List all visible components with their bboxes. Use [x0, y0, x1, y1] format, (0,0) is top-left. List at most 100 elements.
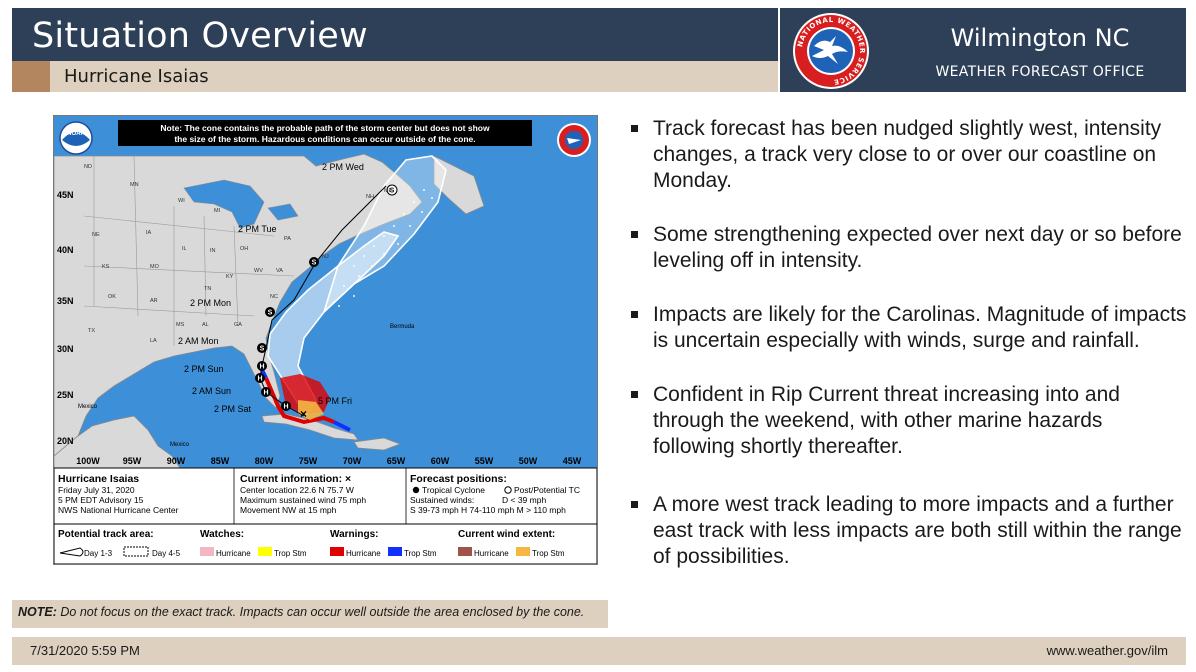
point-letter: H: [257, 376, 262, 383]
state-label: PA: [284, 236, 291, 242]
track-label: 2 AM Sun: [192, 386, 231, 396]
bermuda-label: Bermuda: [390, 324, 415, 330]
noaa-logo-icon: NOAA: [59, 121, 93, 155]
track-label: 2 PM Tue: [238, 224, 277, 234]
info-ptc-legend: Post/Potential TC: [514, 485, 580, 495]
legend-wind-extent: Current wind extent:: [458, 529, 555, 540]
footer-url[interactable]: www.weather.gov/ilm: [1046, 643, 1168, 658]
bullet-text: Confident in Rip Current threat increasi…: [653, 383, 1120, 458]
state-label: WV: [254, 268, 263, 274]
state-label: OH: [240, 246, 248, 252]
map-note-banner: [118, 120, 532, 146]
info-location: Center location 22.6 N 75.7 W: [240, 485, 354, 495]
bullet-square-icon: [631, 501, 638, 508]
state-label: OK: [108, 294, 116, 300]
track-label: 2 PM Mon: [190, 298, 231, 308]
state-label: KY: [226, 274, 234, 280]
state-label: GA: [234, 322, 242, 328]
office-subtitle: WEATHER FORECAST OFFICE: [935, 64, 1145, 80]
forecast-points: H H H H S S S S: [255, 184, 398, 411]
info-d-line: D < 39 mph: [502, 495, 546, 505]
track-label: 5 PM Fri: [318, 396, 352, 406]
noaa-label: NOAA: [67, 131, 85, 137]
nws-logo-icon: NATIONAL WEATHER SERVICE: [793, 13, 869, 89]
track-label: 2 PM Sun: [184, 364, 224, 374]
track-note: NOTE: Do not focus on the exact track. I…: [12, 600, 608, 628]
lon-label: 50W: [519, 456, 538, 466]
info-center: NWS National Hurricane Center: [58, 505, 179, 515]
info-max-wind: Maximum sustained wind 75 mph: [240, 495, 366, 505]
bullet-text: A more west track leading to more impact…: [653, 493, 1182, 568]
note-text: Do not focus on the exact track. Impacts…: [60, 605, 585, 619]
subtitle-accent: [12, 61, 50, 92]
bullet-square-icon: [631, 125, 638, 132]
lat-label: 45N: [57, 190, 74, 200]
mexico-label-south: Mexico: [170, 442, 190, 448]
note-label: NOTE:: [18, 605, 57, 619]
map-note-line2: the size of the storm. Hazardous conditi…: [174, 134, 475, 144]
info-storm-name: Hurricane Isaias: [58, 473, 139, 485]
legend-panel: [54, 523, 597, 564]
point-letter: H: [259, 364, 264, 371]
page-title: Situation Overview: [32, 16, 368, 56]
bullet-item: A more west track leading to more impact…: [628, 492, 1188, 570]
legend-warning-trop: Trop Stm: [404, 549, 437, 558]
map-state-borders: [83, 155, 295, 346]
state-label: NH: [366, 194, 374, 200]
bullet-text: Some strengthening expected over next da…: [653, 223, 1182, 272]
lon-label: 85W: [211, 456, 230, 466]
lon-label: 55W: [475, 456, 494, 466]
track-label: 2 PM Wed: [322, 162, 364, 172]
lon-label: 60W: [431, 456, 450, 466]
state-label: VA: [276, 268, 283, 274]
page-subtitle: Hurricane Isaias: [64, 66, 209, 87]
info-speed-line: S 39-73 mph H 74-110 mph M > 110 mph: [410, 505, 566, 515]
forecast-cone-day13: [267, 231, 400, 418]
bullet-item: Track forecast has been nudged slightly …: [628, 116, 1188, 194]
current-position-marker: ×: [300, 407, 307, 421]
state-label: ME: [384, 188, 393, 194]
mexico-label-west: Mexico: [78, 404, 98, 410]
point-letter: S: [260, 346, 265, 353]
legend-warnings: Warnings:: [330, 529, 379, 540]
legend-day45: Day 4-5: [152, 549, 181, 558]
legend-watch-trop: Trop Stm: [274, 549, 307, 558]
bullet-text: Impacts are likely for the Carolinas. Ma…: [653, 303, 1187, 352]
point-letter: S: [312, 260, 317, 267]
state-label: IN: [210, 248, 216, 254]
state-label: AL: [202, 322, 209, 328]
legend-watches: Watches:: [200, 529, 244, 540]
legend-extent-hurricane: Hurricane: [474, 549, 509, 558]
hurricane-warning-coast: [264, 377, 335, 425]
lat-label: 40N: [57, 245, 74, 255]
point-letter: S: [268, 310, 273, 317]
bullet-square-icon: [631, 311, 638, 318]
lat-label: 25N: [57, 390, 74, 400]
bullet-text: Track forecast has been nudged slightly …: [653, 117, 1162, 192]
lat-label: 30N: [57, 344, 74, 354]
map-note-line1: Note: The cone contains the probable pat…: [160, 123, 490, 133]
cone-dot-pattern: [338, 189, 433, 307]
info-forecast-title: Forecast positions:: [410, 473, 507, 485]
lon-label: 100W: [76, 456, 100, 466]
track-map: H H H H S S S S × Note: The cone contain…: [54, 116, 597, 564]
subtitle-bar: Hurricane Isaias: [12, 61, 778, 92]
bullet-item: Impacts are likely for the Carolinas. Ma…: [628, 302, 1188, 354]
state-label: NJ: [322, 254, 329, 260]
info-sustained: Sustained winds:: [410, 495, 474, 505]
lon-label: 65W: [387, 456, 406, 466]
point-letter: H: [263, 390, 268, 397]
lat-label: 35N: [57, 296, 74, 306]
legend-warning-hurricane: Hurricane: [346, 549, 381, 558]
map-great-lakes: [183, 179, 299, 229]
bullet-square-icon: [631, 391, 638, 398]
lon-label: 75W: [299, 456, 318, 466]
key-points-list: Track forecast has been nudged slightly …: [628, 116, 1188, 570]
info-date: Friday July 31, 2020: [58, 485, 135, 495]
state-label: NC: [270, 294, 278, 300]
state-label: NE: [92, 232, 100, 238]
state-label: IL: [182, 246, 187, 252]
forecast-cone-day45: [322, 155, 447, 315]
footer-timestamp: 7/31/2020 5:59 PM: [30, 643, 140, 658]
lon-label: 70W: [343, 456, 362, 466]
